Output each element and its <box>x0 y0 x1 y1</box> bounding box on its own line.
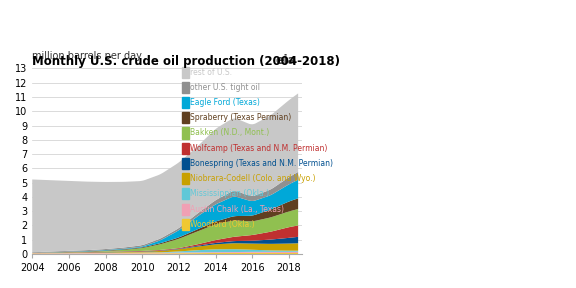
Text: Bakken (N.D., Mont.): Bakken (N.D., Mont.) <box>190 128 269 137</box>
Text: other U.S. tight oil: other U.S. tight oil <box>190 83 260 92</box>
Bar <box>182 127 188 139</box>
Bar <box>182 219 188 230</box>
Text: Wolfcamp (Texas and N.M. Permian): Wolfcamp (Texas and N.M. Permian) <box>190 144 327 153</box>
Bar <box>182 173 188 184</box>
Bar <box>182 158 188 169</box>
Text: Woodford (Okla.): Woodford (Okla.) <box>190 220 255 229</box>
Bar <box>182 97 188 108</box>
Text: eia: eia <box>275 54 297 67</box>
Text: Spraberry (Texas Permian): Spraberry (Texas Permian) <box>190 113 291 122</box>
Bar <box>182 67 188 78</box>
Bar <box>182 143 188 154</box>
Text: Monthly U.S. crude oil production (2004-2018): Monthly U.S. crude oil production (2004-… <box>32 55 340 69</box>
Text: Bonespring (Texas and N.M. Permian): Bonespring (Texas and N.M. Permian) <box>190 159 333 168</box>
Text: Mississippian (Okla.): Mississippian (Okla.) <box>190 189 269 198</box>
Text: Eagle Ford (Texas): Eagle Ford (Texas) <box>190 98 260 107</box>
Bar <box>182 188 188 199</box>
Text: Niobrara-Codell (Colo. and Wyo.): Niobrara-Codell (Colo. and Wyo.) <box>190 174 316 183</box>
Text: million barrels per day: million barrels per day <box>32 51 142 61</box>
Text: rest of U.S.: rest of U.S. <box>190 68 232 77</box>
Bar <box>182 112 188 123</box>
Text: Austin Chalk (La., Texas): Austin Chalk (La., Texas) <box>190 204 284 214</box>
Bar <box>182 204 188 215</box>
Bar <box>182 82 188 93</box>
